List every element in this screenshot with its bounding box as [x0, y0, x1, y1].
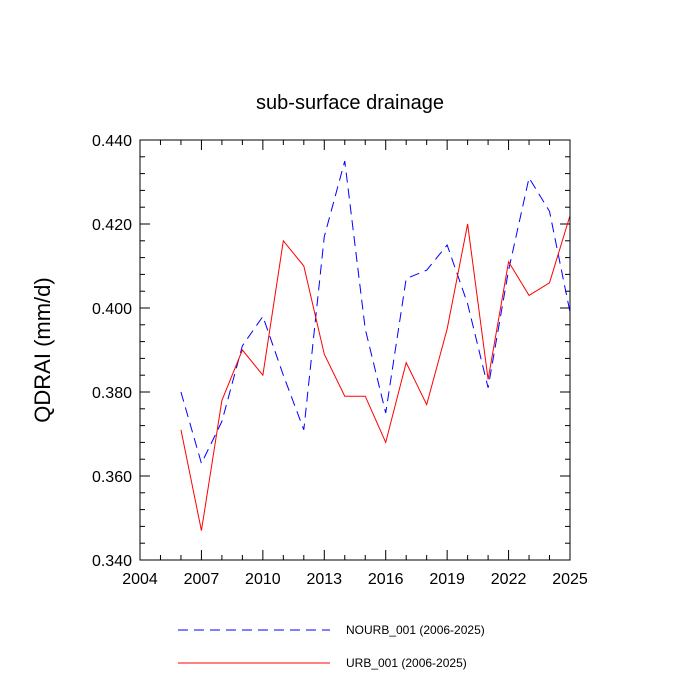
legend-label: URB_001 (2006-2025): [346, 656, 467, 670]
y-tick-label: 0.380: [92, 385, 132, 402]
x-tick-label: 2010: [245, 571, 281, 588]
x-tick-label: 2022: [491, 571, 527, 588]
legend-label: NOURB_001 (2006-2025): [346, 623, 485, 637]
series-line-nourb: [180, 160, 571, 465]
tick-layer: 2004 2007 2010 2013 2016 2019 2022 2025 0.340 0.3…: [92, 133, 588, 588]
x-tick-label: 2004: [122, 571, 158, 588]
x-tick-label: 2013: [306, 571, 342, 588]
y-axis-label: QDRAI (mm/d): [30, 277, 55, 422]
y-tick-label: 0.340: [92, 553, 132, 570]
y-tick-label: 0.360: [92, 469, 132, 486]
plot-frame: [139, 139, 571, 561]
chart-title: sub-surface drainage: [256, 92, 444, 114]
x-tick-label: 2019: [429, 571, 465, 588]
x-tick-label: 2016: [368, 571, 404, 588]
series-layer: [180, 160, 571, 531]
y-tick-label: 0.400: [92, 301, 132, 318]
x-tick-label: 2025: [552, 571, 588, 588]
series-line-urb: [180, 215, 571, 531]
legend: NOURB_001 (2006-2025) URB_001 (2006-2025): [178, 623, 485, 670]
y-tick-label: 0.420: [92, 217, 132, 234]
y-tick-label: 0.440: [92, 133, 132, 150]
x-tick-label: 2007: [184, 571, 220, 588]
